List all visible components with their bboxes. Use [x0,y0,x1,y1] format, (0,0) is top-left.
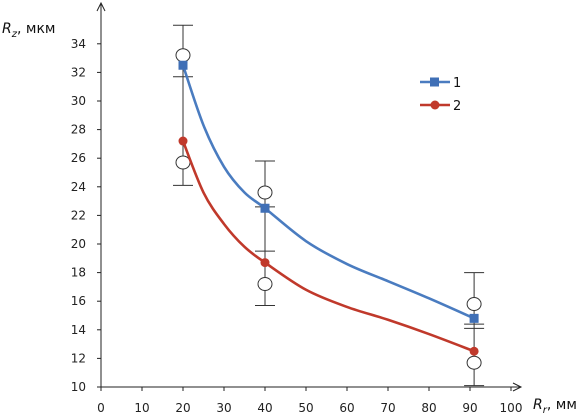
measured-point [257,185,273,200]
series-lines [181,63,476,353]
legend-label: 1 [453,76,461,91]
legend-label: 2 [453,99,461,114]
series-2-point [260,258,270,268]
measured-point [257,277,273,292]
error-bar [255,160,275,306]
x-tick-label: 0 [97,401,105,415]
error-bars [173,24,485,387]
series-2-line [181,139,476,353]
y-tick-label: 32 [71,65,86,79]
y-tick-label: 18 [71,266,86,280]
y-tick-label: 20 [71,237,86,251]
x-tick-label: 50 [298,401,313,415]
x-axis-label: Rr, мм [533,397,577,415]
legend-marker [430,77,439,87]
series-2-point [178,136,188,146]
series-2-point [469,346,479,356]
series-markers [178,60,479,356]
measured-point [466,355,482,370]
measured-point [175,48,191,63]
x-tick-label: 70 [380,401,395,415]
y-tick-label: 10 [71,380,86,394]
y-tick-label: 16 [71,294,86,308]
x-tick-label: 80 [421,401,436,415]
legend-item: 2 [420,99,461,114]
x-tick-label: 40 [257,401,272,415]
series-1-point [260,203,270,213]
y-tick-label: 28 [71,123,86,137]
y-tick-label: 26 [71,151,86,165]
series-1-point [469,313,479,323]
x-tick-label: 30 [216,401,231,415]
y-tick-label: 24 [71,180,86,194]
series-1-line [181,63,476,320]
measured-point [175,155,191,170]
x-tick-label: 60 [339,401,354,415]
axes [96,1,523,392]
y-tick-label: 22 [71,208,86,222]
y-tick-label: 12 [71,351,86,365]
x-tick-label: 10 [134,401,149,415]
y-tick-label: 34 [71,37,86,51]
x-tick-label: 20 [175,401,190,415]
x-tick-label: 90 [462,401,477,415]
y-axis-arrow [96,1,106,12]
x-tick-label: 100 [500,401,523,415]
legend: 12 [420,76,461,114]
y-tick-label: 30 [71,94,86,108]
legend-item: 1 [420,76,461,91]
error-bar [464,272,485,387]
y-tick-label: 14 [71,323,86,337]
legend-marker [430,100,440,110]
y-axis-label: Rz, мкм [2,21,55,40]
x-axis-arrow [512,382,523,392]
measured-point [466,297,482,312]
series-1-point [178,60,188,70]
error-bar [173,24,193,186]
